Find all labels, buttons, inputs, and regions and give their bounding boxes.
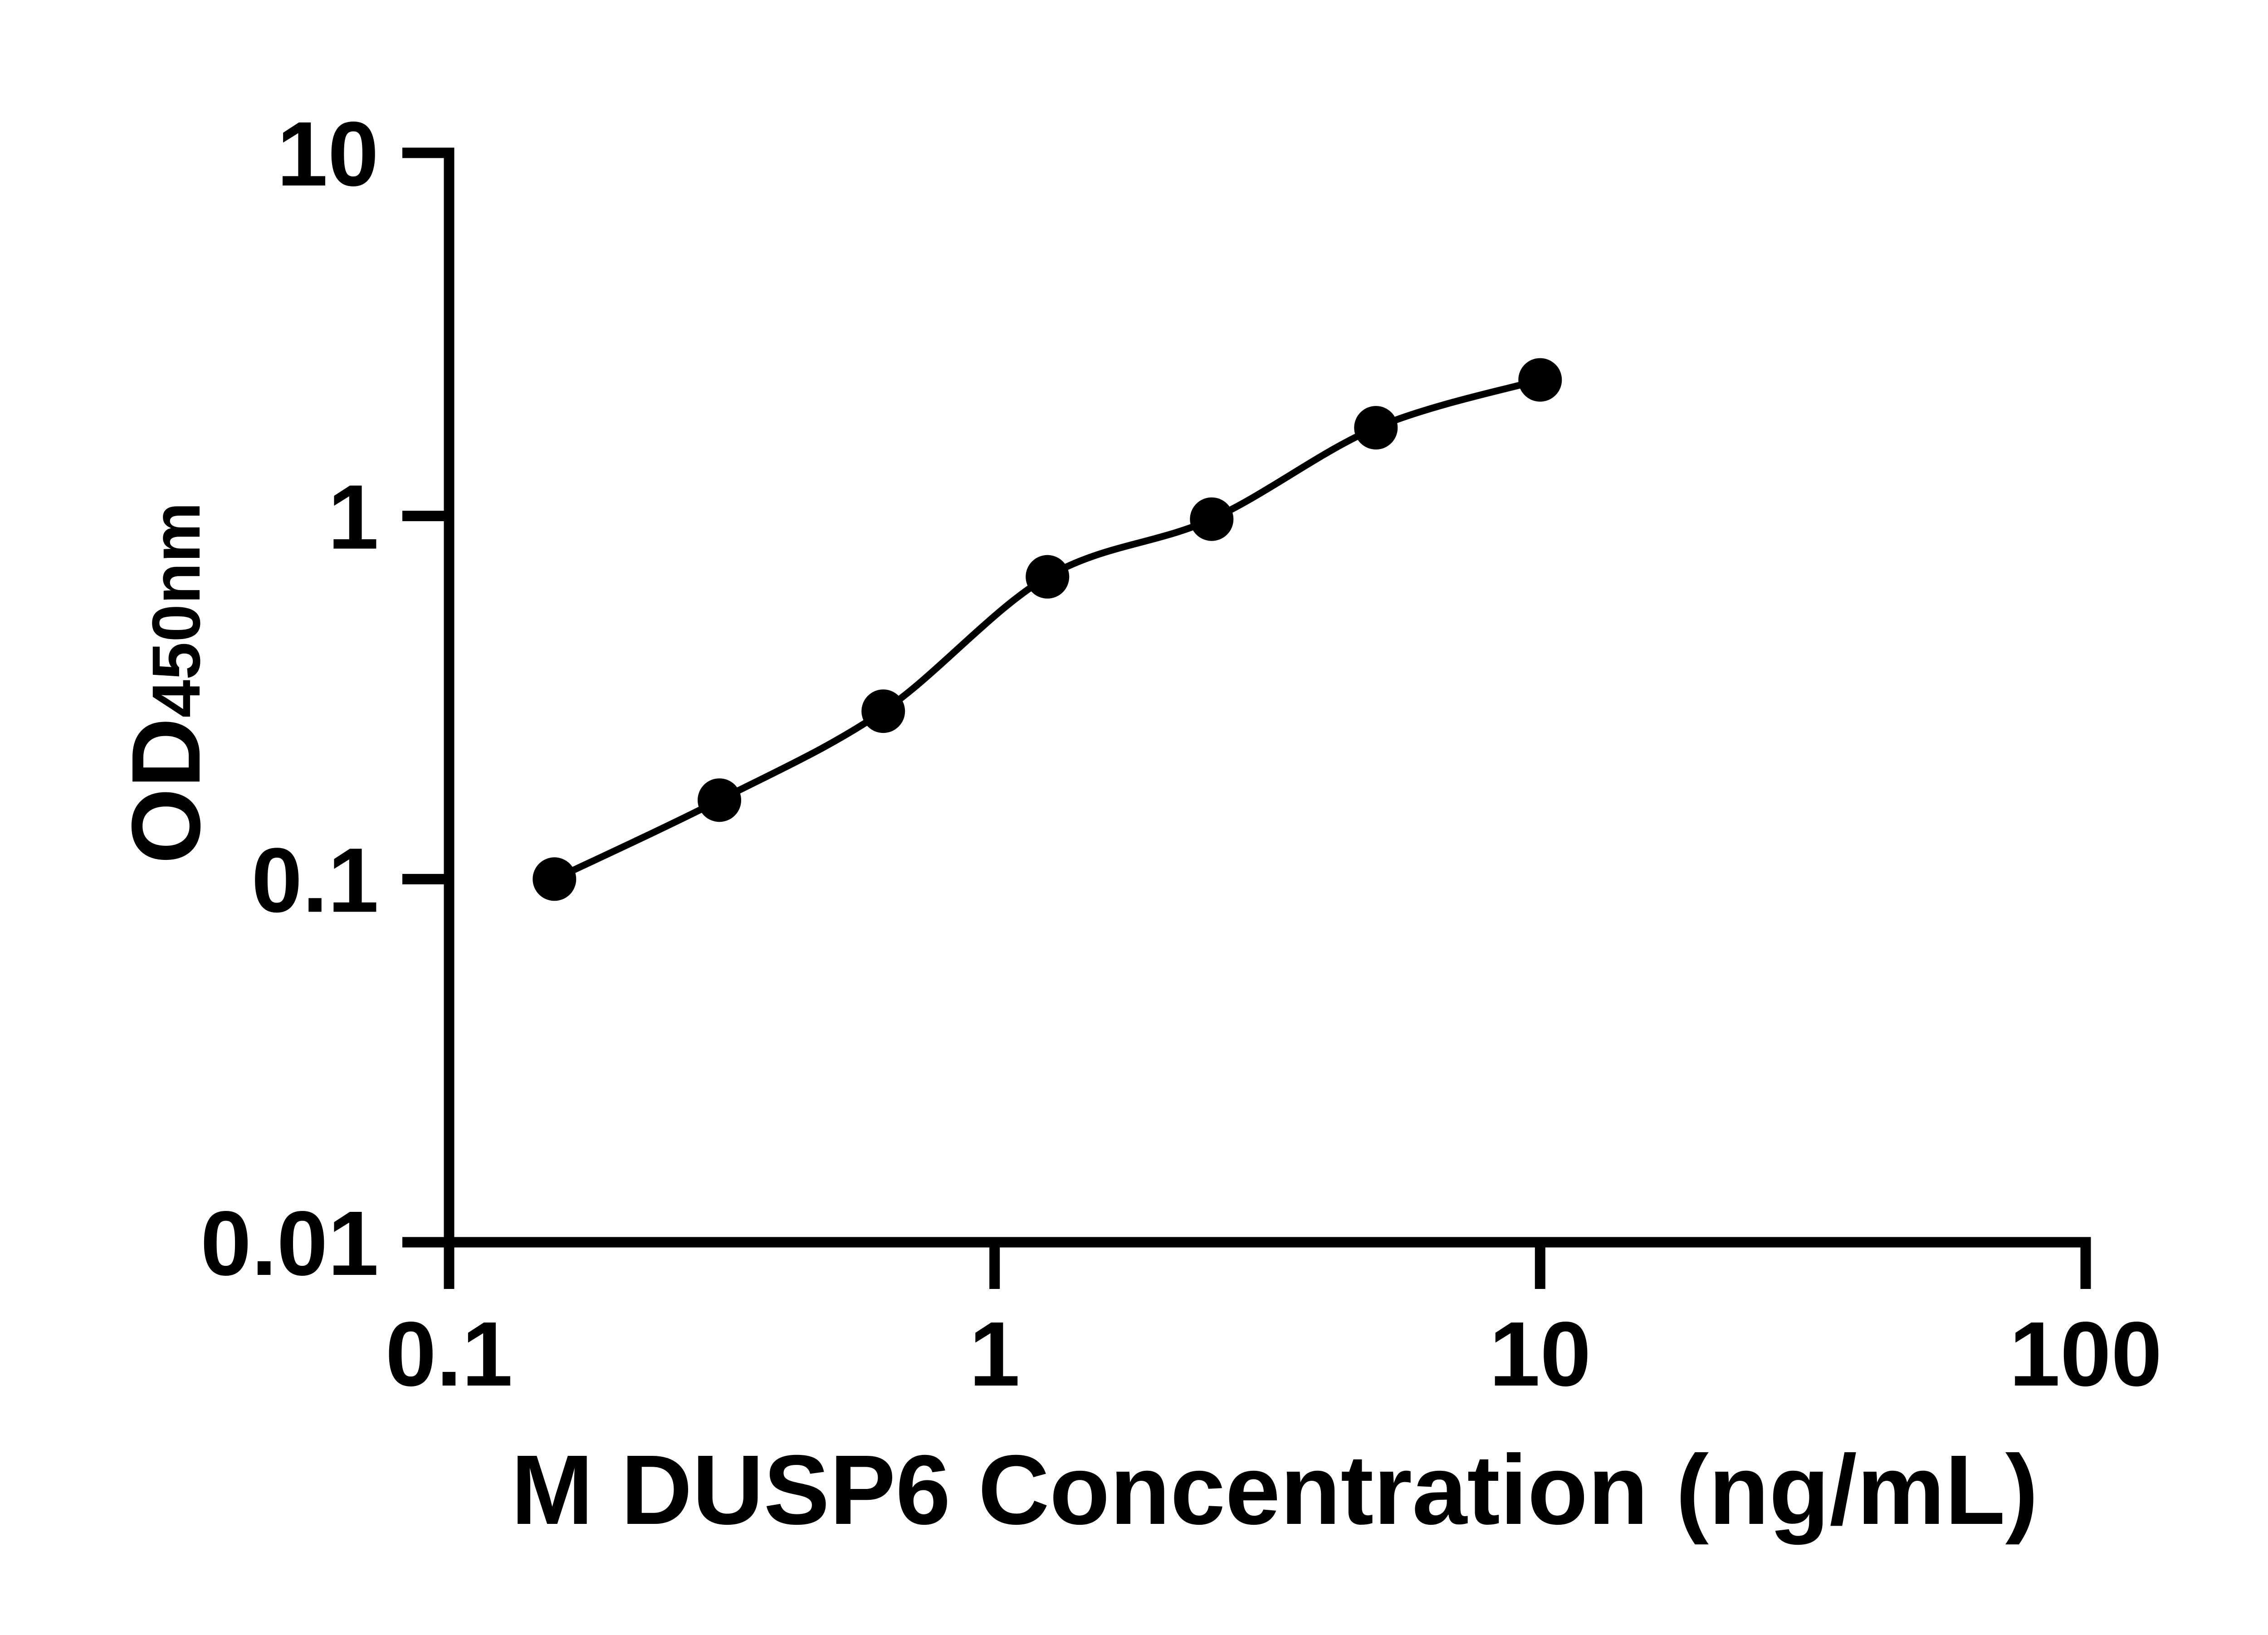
data-point — [698, 778, 741, 822]
data-point — [1190, 497, 1234, 541]
axis-ticks — [402, 147, 2091, 1289]
y-tick-label: 0.01 — [200, 1192, 379, 1294]
y-tick-label: 10 — [277, 102, 379, 205]
y-axis-title: OD450nm — [111, 502, 220, 864]
data-point — [1354, 406, 1398, 450]
y-tick-label: 1 — [328, 466, 379, 568]
plot-series — [533, 358, 1562, 901]
x-tick-label: 100 — [2009, 1303, 2162, 1405]
y-tick-label: 0.1 — [251, 829, 379, 931]
data-point — [1026, 555, 1070, 599]
data-point — [533, 857, 577, 901]
x-tick-label: 10 — [1489, 1303, 1591, 1405]
data-point — [1518, 358, 1562, 402]
x-axis-title: M DUSP6 Concentration (ng/mL) — [511, 1435, 2038, 1545]
x-tick-label: 1 — [969, 1303, 1020, 1405]
x-tick-label: 0.1 — [386, 1303, 513, 1405]
axes — [444, 147, 2091, 1248]
data-point — [861, 689, 905, 733]
y-axis-title-subscript: 450nm — [138, 502, 214, 717]
y-axis-title-main: OD — [111, 717, 220, 864]
